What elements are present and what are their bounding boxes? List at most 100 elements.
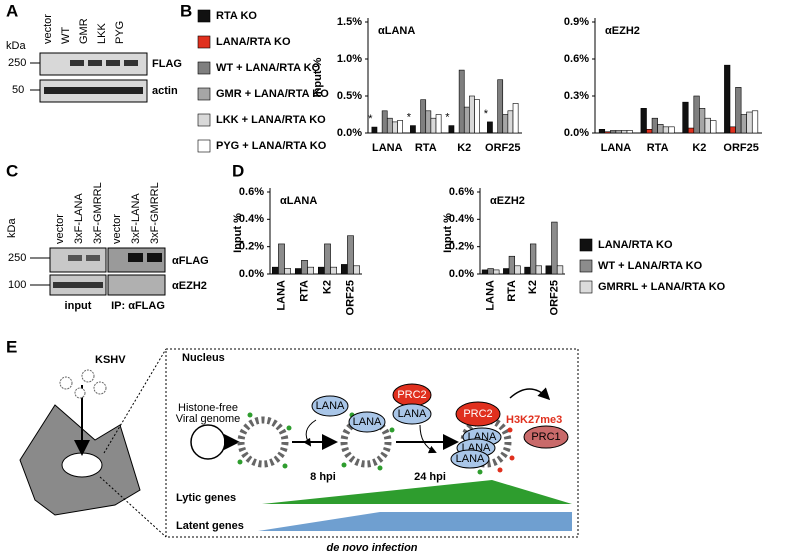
gene-label: Lytic genes [176,492,236,504]
legend-label: LANA/RTA KO [598,239,673,251]
blot-a: kDa 250 50 FLAG actin [6,40,182,103]
bar [397,120,403,134]
bar [687,127,695,134]
panel-label: C [6,161,18,180]
bar [615,130,622,134]
x-tick-label: RTA [506,280,518,302]
bar [508,255,516,275]
legend-label: WT + LANA/RTA KO [216,62,321,74]
protein: PRC2 [463,408,492,420]
y-tick-label: 0.0% [449,268,474,280]
protein: LANA [398,408,427,420]
group-label: IP: αFLAG [111,300,165,312]
y-tick-label: 1.5% [337,16,362,28]
x-tick-label: RTA [415,142,437,154]
bar [646,129,653,134]
chart-title: αEZH2 [490,195,525,207]
bar [724,64,731,134]
bar [278,243,285,275]
legend-label: LKK + LANA/RTA KO [216,114,326,126]
annotation: * [407,112,412,124]
time: 8 hpi [310,471,336,483]
bar [535,265,542,275]
x-tick-label: LANA [601,142,632,154]
bar [735,87,742,134]
genome-label: Viral genome [176,413,241,425]
x-tick-label: RTA [647,142,669,154]
x-tick-label: RTA [298,280,310,302]
bar [545,265,552,275]
bar [651,117,658,134]
panel-label: A [6,1,18,20]
legend-label: GMR + LANA/RTA KO [216,88,329,100]
bar [425,110,432,134]
legend-swatch [197,9,211,23]
y-tick-label: 0.9% [564,16,589,28]
y-tick-label: 0.2% [239,241,264,253]
legend-label: WT + LANA/RTA KO [598,260,703,272]
bar [524,266,531,275]
gene-label: Latent genes [176,520,244,532]
bar [693,95,700,134]
bar [353,265,361,275]
y-tick-label: 0.5% [337,90,362,102]
y-tick-label: 0.6% [564,53,589,65]
marker: 50 [12,84,24,96]
y-tick-label: 0.6% [449,186,474,198]
bar [474,99,480,134]
legend-swatch [197,87,211,101]
bar [699,108,706,134]
legend-swatch [197,35,211,49]
bar [371,126,378,134]
lane-label: LKK [96,23,108,44]
bar [662,126,670,134]
y-tick-label: 0.0% [337,127,362,139]
y-axis-label: Input % [312,57,324,97]
bar [502,114,509,134]
bar [386,117,393,134]
blot-label: αFLAG [172,255,209,267]
bar [640,108,647,134]
time: 24 hpi [414,471,446,483]
bar [301,260,308,275]
protein: LANA [316,400,345,412]
bar [610,130,617,134]
protein: PRC2 [397,389,426,401]
bar [392,121,398,134]
bar [507,110,514,134]
bar [668,126,675,134]
legend-swatch [579,259,593,273]
bar [463,106,470,134]
x-tick-label: LANA [485,280,497,311]
panel-label: B [180,1,192,20]
y-tick-label: 0.0% [239,268,264,280]
bar [347,235,354,275]
bar [604,131,611,134]
bar [704,117,711,134]
bar [682,101,689,134]
kda: kDa [6,40,26,52]
bar [307,266,315,275]
x-tick-label: ORF25 [548,280,560,315]
bar [487,121,493,134]
bar [430,117,437,134]
legend-label: RTA KO [216,10,257,22]
legend-label: PYG + LANA/RTA KO [216,140,327,152]
histone-mark: H3K27me3 [506,414,562,426]
marker: 100 [8,279,26,291]
lane-label: vector [111,214,123,244]
bar [420,99,427,134]
kda: kDa [6,218,18,238]
protein: LANA [456,453,485,465]
bar [751,110,759,134]
y-axis-label: Input % [232,213,244,253]
bar [294,268,302,275]
legend-swatch [197,139,211,153]
compartment: Nucleus [182,352,225,364]
bar [435,114,442,134]
y-tick-label: 0.4% [449,213,474,225]
bar [410,125,416,134]
y-tick-label: 0.0% [564,127,589,139]
caption: de novo infection [326,542,417,554]
genome-label: Histone-free [178,402,238,414]
